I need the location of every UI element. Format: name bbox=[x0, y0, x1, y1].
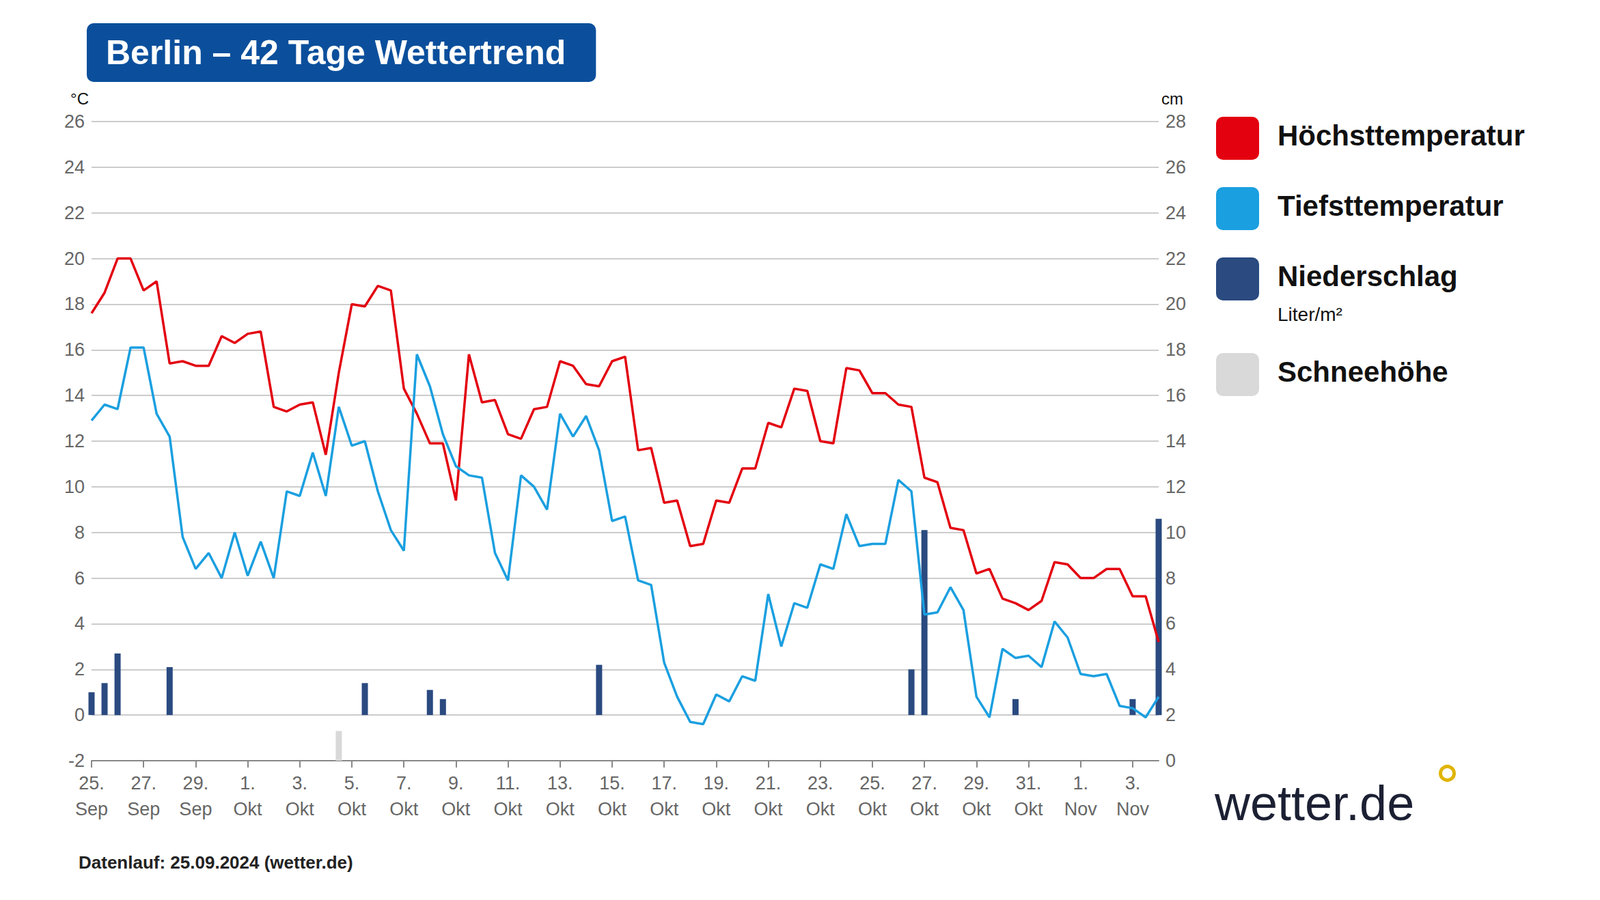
svg-text:3.: 3. bbox=[292, 773, 309, 794]
svg-text:0: 0 bbox=[74, 705, 85, 726]
svg-text:Sep: Sep bbox=[75, 799, 108, 820]
svg-text:Okt: Okt bbox=[285, 799, 315, 820]
svg-text:8: 8 bbox=[74, 522, 85, 544]
svg-text:27.: 27. bbox=[911, 773, 938, 794]
svg-text:5.: 5. bbox=[344, 773, 361, 794]
svg-text:22: 22 bbox=[1165, 248, 1186, 270]
svg-text:Datenlauf: 25.09.2024 (wetter.: Datenlauf: 25.09.2024 (wetter.de) bbox=[78, 852, 354, 874]
svg-text:Okt: Okt bbox=[389, 799, 419, 820]
svg-text:4: 4 bbox=[74, 613, 85, 634]
svg-text:Niederschlag: Niederschlag bbox=[1277, 260, 1458, 293]
svg-text:0: 0 bbox=[1165, 750, 1176, 772]
svg-text:Okt: Okt bbox=[701, 799, 731, 820]
svg-text:29.: 29. bbox=[183, 773, 210, 794]
svg-text:Berlin – 42 Tage Wettertrend: Berlin – 42 Tage Wettertrend bbox=[105, 33, 566, 72]
svg-text:13.: 13. bbox=[547, 773, 574, 794]
svg-text:22: 22 bbox=[64, 202, 85, 224]
svg-text:9.: 9. bbox=[448, 773, 464, 794]
svg-text:27.: 27. bbox=[130, 773, 157, 794]
svg-text:Sep: Sep bbox=[178, 799, 212, 820]
svg-text:Okt: Okt bbox=[649, 799, 680, 820]
svg-text:Okt: Okt bbox=[806, 799, 836, 820]
svg-text:10: 10 bbox=[64, 476, 85, 498]
svg-text:12: 12 bbox=[64, 431, 85, 452]
svg-text:16: 16 bbox=[1165, 385, 1186, 406]
svg-text:8: 8 bbox=[1165, 568, 1176, 589]
svg-text:24: 24 bbox=[1165, 202, 1186, 224]
svg-text:7.: 7. bbox=[396, 773, 412, 794]
svg-text:15.: 15. bbox=[599, 773, 626, 794]
svg-text:1.: 1. bbox=[1072, 773, 1089, 794]
svg-text:Okt: Okt bbox=[909, 799, 940, 820]
svg-text:Tiefsttemperatur: Tiefsttemperatur bbox=[1277, 189, 1504, 223]
svg-text:wetter.de: wetter.de bbox=[1214, 776, 1415, 831]
svg-text:12: 12 bbox=[1165, 476, 1186, 498]
svg-text:21.: 21. bbox=[755, 773, 782, 794]
svg-text:16: 16 bbox=[64, 339, 85, 361]
svg-text:Okt: Okt bbox=[597, 799, 628, 820]
svg-text:Okt: Okt bbox=[441, 799, 471, 820]
svg-text:cm: cm bbox=[1161, 89, 1184, 108]
svg-text:-2: -2 bbox=[68, 750, 85, 772]
svg-text:31.: 31. bbox=[1015, 773, 1042, 794]
svg-text:29.: 29. bbox=[963, 773, 990, 794]
svg-text:25.: 25. bbox=[78, 773, 105, 794]
svg-text:20: 20 bbox=[1165, 293, 1186, 315]
svg-text:24: 24 bbox=[64, 157, 85, 178]
svg-text:1.: 1. bbox=[239, 773, 256, 794]
svg-text:Sep: Sep bbox=[127, 799, 160, 820]
svg-text:11.: 11. bbox=[495, 773, 521, 794]
svg-text:2: 2 bbox=[74, 659, 85, 680]
svg-text:Höchsttemperatur: Höchsttemperatur bbox=[1277, 119, 1525, 152]
svg-text:Nov: Nov bbox=[1116, 799, 1150, 820]
svg-text:6: 6 bbox=[1165, 613, 1176, 634]
svg-text:4: 4 bbox=[1165, 659, 1176, 680]
svg-text:10: 10 bbox=[1165, 522, 1186, 544]
svg-text:17.: 17. bbox=[651, 773, 678, 794]
svg-text:20: 20 bbox=[64, 248, 85, 270]
svg-text:Liter/m²: Liter/m² bbox=[1277, 304, 1343, 326]
svg-text:26: 26 bbox=[64, 111, 85, 132]
svg-text:23.: 23. bbox=[807, 773, 834, 794]
svg-text:Okt: Okt bbox=[754, 799, 784, 820]
svg-text:Schneehöhe: Schneehöhe bbox=[1277, 355, 1449, 389]
svg-text:18: 18 bbox=[1165, 339, 1186, 361]
svg-text:14: 14 bbox=[1165, 431, 1186, 452]
svg-text:28: 28 bbox=[1165, 111, 1186, 132]
svg-text:14: 14 bbox=[64, 385, 85, 406]
svg-text:25.: 25. bbox=[859, 773, 886, 794]
svg-text:Okt: Okt bbox=[858, 799, 888, 820]
svg-text:18: 18 bbox=[64, 293, 85, 315]
svg-text:Okt: Okt bbox=[493, 799, 524, 820]
svg-text:Okt: Okt bbox=[545, 799, 576, 820]
svg-text:Okt: Okt bbox=[961, 799, 992, 820]
svg-text:3.: 3. bbox=[1125, 773, 1141, 794]
svg-text:°C: °C bbox=[70, 89, 89, 108]
svg-text:Okt: Okt bbox=[233, 799, 264, 820]
svg-text:Nov: Nov bbox=[1064, 799, 1098, 820]
svg-text:6: 6 bbox=[74, 568, 85, 589]
svg-text:26: 26 bbox=[1165, 157, 1186, 178]
svg-text:19.: 19. bbox=[703, 773, 730, 794]
svg-text:2: 2 bbox=[1165, 705, 1176, 726]
svg-text:Okt: Okt bbox=[337, 799, 367, 820]
svg-text:Okt: Okt bbox=[1014, 799, 1044, 820]
